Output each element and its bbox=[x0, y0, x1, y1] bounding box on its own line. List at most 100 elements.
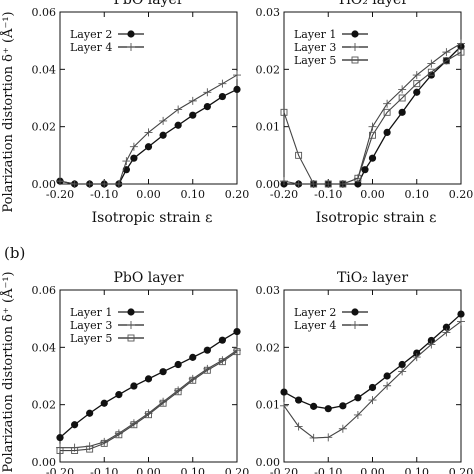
data-point bbox=[398, 108, 406, 116]
x-tick-label: 0.00 bbox=[136, 466, 161, 474]
y-tick-label: 0.04 bbox=[32, 63, 57, 76]
data-point bbox=[189, 111, 197, 119]
chart-title: PbO layer bbox=[113, 0, 183, 8]
legend-marker bbox=[351, 30, 359, 38]
data-point bbox=[144, 128, 153, 137]
data-point bbox=[70, 180, 79, 188]
x-tick-label: 0.20 bbox=[449, 466, 474, 474]
data-point bbox=[295, 151, 303, 159]
series-line bbox=[59, 88, 238, 185]
series-layer-4 bbox=[56, 71, 241, 188]
data-point bbox=[188, 96, 197, 105]
x-tick-label: 0.10 bbox=[181, 188, 206, 201]
y-tick-label: 0.01 bbox=[256, 121, 281, 134]
data-point bbox=[233, 348, 241, 356]
data-point bbox=[130, 382, 138, 390]
data-point bbox=[189, 376, 197, 384]
legend-marker bbox=[351, 308, 359, 316]
chart-panel-2: TiO₂ layer -0.20 -0.10 0.00 0.10 0.20 0.00 0.01… bbox=[256, 0, 474, 201]
data-point bbox=[369, 131, 376, 139]
y-tick-label: 0.01 bbox=[256, 399, 281, 412]
data-point bbox=[129, 142, 138, 151]
series-layer-5 bbox=[280, 48, 465, 188]
x-tick-label: -0.10 bbox=[90, 466, 118, 474]
x-tick-label: 0.00 bbox=[360, 466, 385, 474]
data-point bbox=[159, 399, 167, 407]
panel-label-b: (b) bbox=[4, 244, 25, 262]
data-point bbox=[309, 433, 318, 442]
chart-panel-3: PbO layer -0.20 -0.10 0.00 0.10 0.20 0.00 0.02 0… bbox=[32, 270, 250, 474]
legend-label: Layer 4 bbox=[294, 319, 336, 332]
data-point bbox=[457, 48, 465, 56]
data-point bbox=[115, 431, 123, 439]
x-tick-label: 0.10 bbox=[405, 466, 430, 474]
data-point bbox=[233, 327, 241, 336]
legend-label: Layer 1 bbox=[294, 28, 336, 41]
data-point bbox=[398, 94, 406, 102]
legend-label: Layer 2 bbox=[70, 28, 112, 41]
series-layer-2 bbox=[56, 85, 241, 188]
legend-label: Layer 1 bbox=[70, 306, 112, 319]
y-axis-label-bottom: Polarization distortion δ⁺ (Å⁻¹) bbox=[0, 271, 16, 472]
x-tick-label: 0.00 bbox=[360, 188, 385, 201]
data-point bbox=[218, 79, 227, 88]
data-point bbox=[339, 180, 347, 188]
data-point bbox=[100, 399, 108, 407]
data-point bbox=[159, 131, 167, 139]
data-point bbox=[338, 424, 347, 433]
data-point bbox=[442, 323, 450, 331]
data-point bbox=[280, 177, 288, 186]
data-point bbox=[427, 68, 435, 76]
data-point bbox=[361, 166, 369, 174]
data-point bbox=[280, 401, 288, 410]
x-tick-label: -0.20 bbox=[46, 188, 74, 201]
x-tick-label: 0.20 bbox=[225, 466, 250, 474]
legend-label: Layer 4 bbox=[70, 41, 112, 54]
x-tick-label: -0.10 bbox=[90, 188, 118, 201]
x-tick-label: 0.00 bbox=[136, 188, 161, 201]
data-point bbox=[233, 71, 241, 80]
data-point bbox=[100, 180, 109, 188]
data-point bbox=[354, 174, 362, 182]
chart-title: TiO₂ layer bbox=[337, 0, 408, 8]
x-tick-label: 0.10 bbox=[405, 188, 430, 201]
data-point bbox=[383, 108, 391, 116]
series-layer-5 bbox=[56, 348, 241, 454]
x-tick-label: -0.20 bbox=[270, 188, 298, 201]
legend-marker bbox=[351, 56, 359, 64]
y-tick-label: 0.03 bbox=[256, 6, 281, 19]
data-point bbox=[86, 409, 94, 417]
data-point bbox=[398, 360, 406, 369]
data-point bbox=[427, 340, 436, 349]
series-layer-2 bbox=[280, 310, 465, 413]
y-tick-label: 0.02 bbox=[32, 399, 57, 412]
y-tick-label: 0.06 bbox=[32, 284, 57, 297]
x-tick-label: 0.20 bbox=[449, 188, 474, 201]
data-point bbox=[368, 396, 377, 405]
data-point bbox=[324, 180, 332, 188]
data-point bbox=[294, 422, 303, 431]
data-point bbox=[398, 85, 407, 94]
data-point bbox=[324, 405, 332, 413]
data-point bbox=[130, 421, 138, 429]
data-point bbox=[383, 99, 392, 108]
data-point bbox=[442, 48, 451, 57]
data-point bbox=[280, 108, 288, 116]
series-line bbox=[284, 45, 462, 185]
x-tick-label: 0.20 bbox=[225, 188, 250, 201]
data-point bbox=[383, 381, 392, 390]
data-point bbox=[114, 180, 123, 188]
data-point bbox=[189, 353, 197, 361]
data-point bbox=[100, 439, 108, 447]
data-point bbox=[218, 92, 226, 101]
data-point bbox=[144, 375, 153, 383]
data-point bbox=[56, 434, 64, 442]
y-axis-label-top: Polarization distortion δ⁺ (Å⁻¹) bbox=[0, 11, 16, 212]
series-layer-4 bbox=[280, 317, 465, 442]
data-point bbox=[412, 353, 421, 362]
legend-marker bbox=[127, 308, 135, 316]
y-tick-label: 0.04 bbox=[32, 341, 57, 354]
series-line bbox=[283, 51, 462, 185]
data-point bbox=[122, 157, 131, 166]
